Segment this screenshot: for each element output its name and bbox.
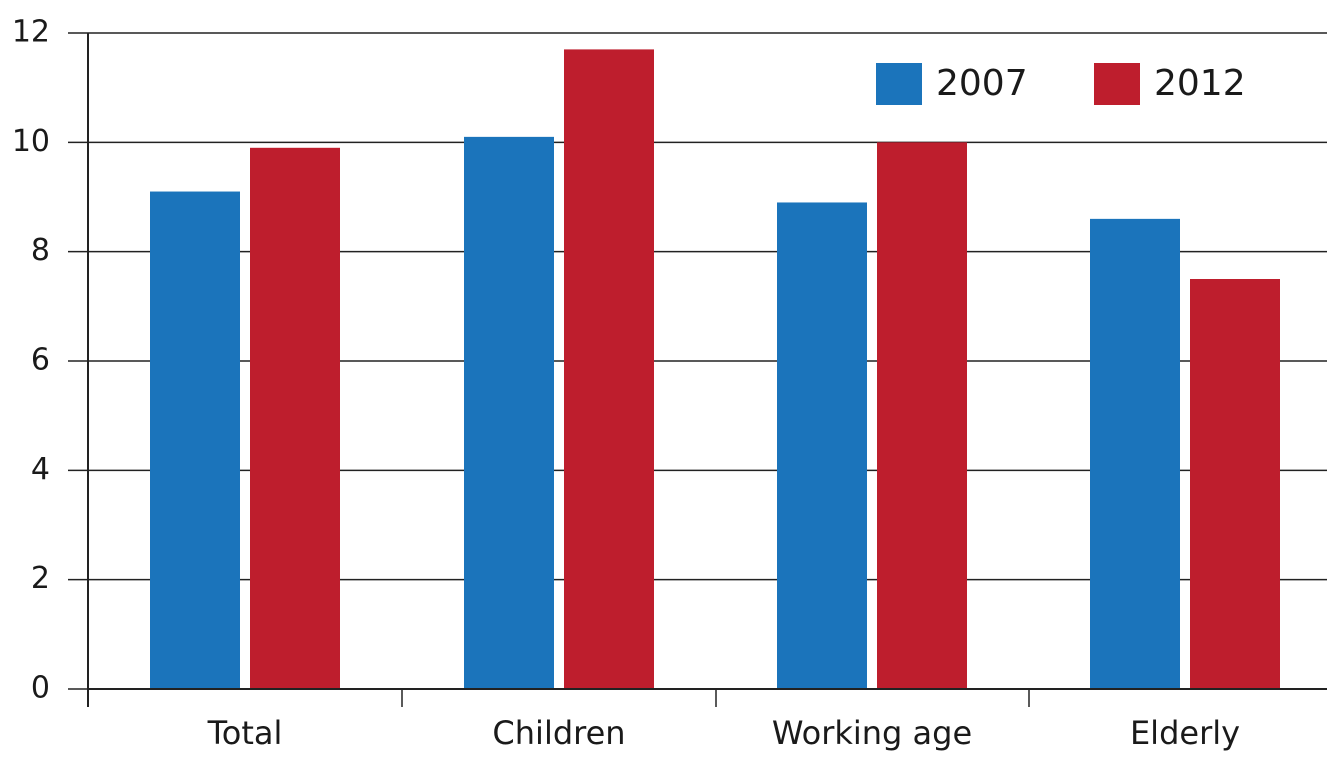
y-tick-label: 0 [31,671,50,706]
y-tick-label: 4 [31,452,50,487]
y-tick-label: 2 [31,561,50,596]
bar-2007-children [464,136,554,689]
y-tick-label: 12 [12,15,50,50]
x-category-label: Working age [772,714,972,752]
y-tick-label: 10 [12,124,50,159]
y-tick-label: 6 [31,343,50,378]
legend-swatch-2012 [1094,63,1140,105]
legend-label-2007: 2007 [936,63,1028,104]
bar-2012-total [250,147,340,690]
bar-2012-children [564,49,654,689]
bar-2012-elderly [1190,279,1280,689]
x-category-label: Total [207,714,283,752]
x-category-label: Children [492,714,625,752]
bar-2007-elderly [1090,218,1180,689]
bar-2012-working-age [877,142,967,690]
legend-swatch-2007 [876,63,922,105]
bar-2007-working-age [777,202,867,689]
bar-2007-total [150,191,240,690]
y-tick-label: 8 [31,233,50,268]
legend-label-2012: 2012 [1154,63,1246,104]
axes: 0 2 4 6 8 10 12 Total Children Working age Elderly [12,15,1327,752]
bars [150,49,1280,690]
x-category-label: Elderly [1130,714,1240,752]
legend: 2007 2012 [876,63,1246,105]
